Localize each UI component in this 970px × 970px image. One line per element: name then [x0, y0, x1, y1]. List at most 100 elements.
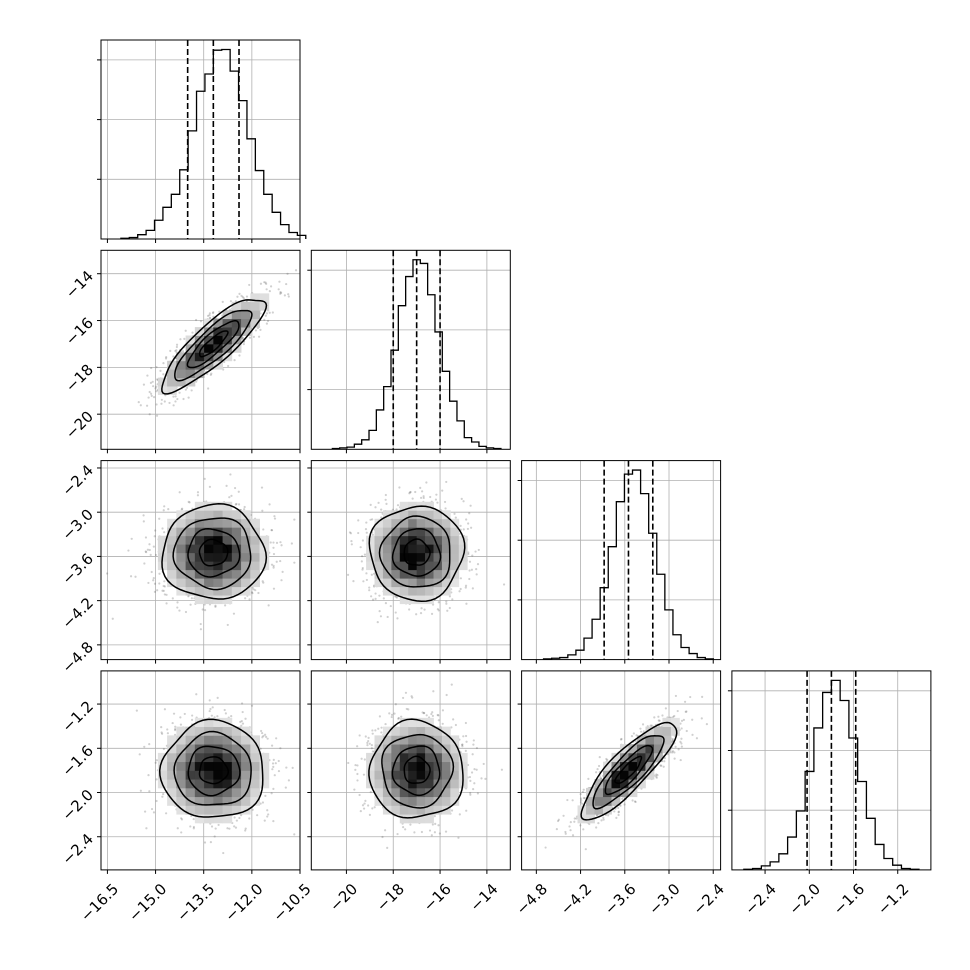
density-cell: [425, 726, 434, 736]
scatter-point: [235, 819, 238, 822]
scatter-point: [286, 272, 289, 275]
scatter-point: [615, 816, 618, 819]
density-cell: [408, 761, 418, 771]
density-cell: [204, 595, 214, 605]
scatter-point: [569, 821, 572, 824]
density-cell: [231, 770, 242, 780]
scatter-point: [165, 812, 168, 815]
scatter-point: [468, 560, 472, 563]
scatter-point: [272, 541, 275, 544]
scatter-point: [145, 550, 148, 554]
scatter-point: [293, 518, 296, 521]
scatter-point: [152, 396, 156, 399]
scatter-point: [180, 818, 184, 821]
density-cell: [231, 527, 242, 537]
scatter-point: [360, 560, 363, 563]
density-cell: [399, 510, 409, 520]
scatter-point: [230, 715, 233, 718]
scatter-point: [587, 777, 590, 780]
scatter-point: [291, 766, 294, 769]
density-cell: [611, 752, 621, 763]
scatter-point: [380, 516, 383, 519]
scatter-point: [250, 591, 254, 594]
scatter-point: [581, 802, 584, 805]
scatter-point: [363, 553, 367, 556]
density-cell: [399, 501, 409, 511]
density-cell: [204, 343, 214, 353]
density-cell: [231, 310, 242, 320]
density-cell: [185, 535, 196, 545]
scatter-point: [378, 594, 381, 597]
contour-level-2: [174, 309, 253, 382]
density-cell: [653, 726, 663, 736]
histogram-panel-3: −2.4 −2.0 −1.6 −1.2: [727, 670, 932, 918]
scatter-point: [199, 628, 203, 631]
scatter-point: [277, 288, 280, 291]
scatter-point: [191, 714, 194, 717]
density-cell: [382, 761, 392, 771]
scatter-point: [163, 593, 166, 596]
y-tick-label: −2.4: [59, 830, 97, 868]
scatter-point: [423, 711, 426, 715]
scatter-point: [152, 579, 155, 582]
density-cell: [391, 796, 401, 806]
scatter-point: [194, 318, 198, 322]
scatter-point: [225, 484, 228, 487]
density-cell: [628, 744, 638, 754]
scatter-point: [148, 743, 151, 746]
scatter-point: [469, 779, 472, 782]
scatter-point: [172, 355, 175, 358]
density-cell: [176, 744, 187, 754]
scatter-point: [659, 764, 662, 767]
density-cell: [441, 544, 451, 554]
density-cell: [374, 752, 384, 763]
density-cell: [241, 518, 251, 528]
scatter-point: [359, 810, 362, 813]
density-cell: [194, 586, 205, 596]
scatter-point: [163, 580, 166, 583]
scatter-point: [261, 731, 264, 735]
scatter-point: [279, 747, 282, 750]
scatter-point: [271, 311, 274, 314]
scatter-point: [248, 336, 252, 339]
scatter-point: [365, 572, 368, 575]
density-cells: [577, 717, 680, 824]
density-cell: [213, 318, 223, 328]
density-cell: [628, 770, 638, 780]
scatter-point: [658, 719, 661, 722]
density-cell: [433, 518, 443, 528]
scatter-point: [150, 807, 154, 811]
scatter-point: [127, 549, 130, 552]
scatter-point: [468, 775, 472, 779]
scatter-point: [217, 823, 220, 827]
scatter-point: [617, 813, 620, 817]
density-cell: [636, 770, 646, 780]
scatter-point: [377, 727, 380, 730]
scatter-point: [275, 560, 278, 563]
density-cell: [250, 544, 260, 554]
scatter-point: [367, 804, 370, 807]
scatter-point: [475, 746, 479, 750]
scatter-point: [435, 493, 438, 496]
density-cell: [391, 770, 401, 780]
scatter-point: [191, 331, 194, 334]
scatter-point: [366, 744, 369, 747]
density-cell: [222, 561, 233, 571]
density-cell: [366, 752, 375, 763]
density-cell: [391, 510, 401, 520]
scatter-point: [195, 380, 198, 383]
panel-content: [346, 480, 506, 624]
scatter-point: [371, 518, 374, 521]
scatter-point: [259, 747, 262, 750]
scatter-point: [268, 503, 271, 506]
contour-lines: [161, 503, 268, 600]
scatter-point: [606, 758, 609, 762]
density-cell: [441, 535, 451, 545]
scatter-point: [238, 292, 241, 295]
scatter-point: [163, 400, 166, 403]
density-cell: [433, 569, 443, 579]
scatter-point: [265, 735, 268, 738]
density-cell: [416, 787, 426, 798]
scatter-point: [461, 743, 464, 746]
